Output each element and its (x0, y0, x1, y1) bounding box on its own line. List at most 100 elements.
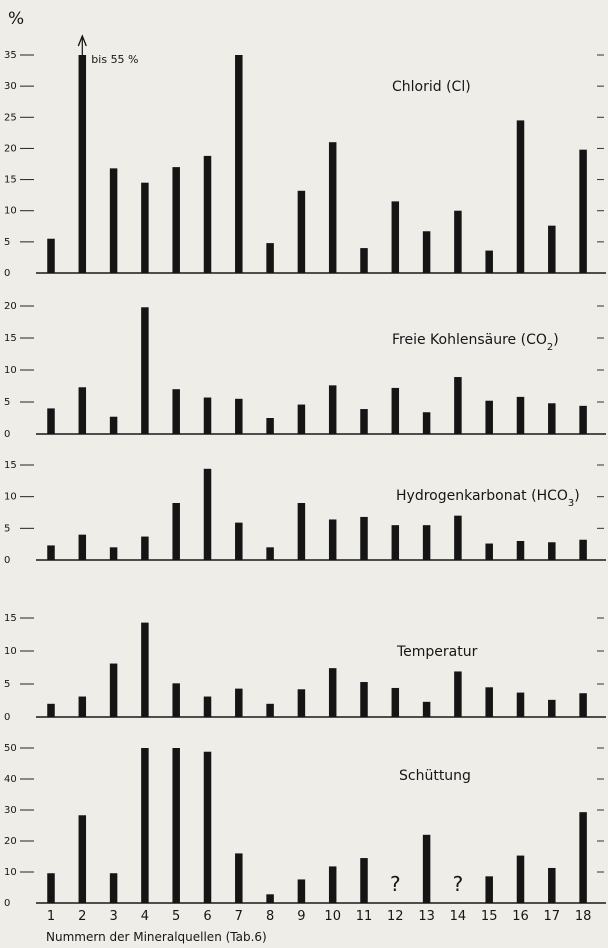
y-tick-label: 0 (4, 712, 10, 723)
bar (579, 539, 587, 560)
bar (422, 701, 431, 717)
x-tick-label: 14 (450, 909, 467, 924)
bar (78, 696, 87, 717)
bar (422, 412, 431, 434)
bar (141, 307, 149, 434)
x-tick-label: 17 (544, 909, 561, 924)
bar (454, 377, 462, 434)
bar (172, 683, 180, 717)
bar (78, 534, 87, 560)
x-tick-label: 2 (78, 909, 86, 924)
bar (203, 155, 212, 273)
bar (485, 687, 493, 717)
panel-title-end: ) (574, 488, 579, 504)
bar (391, 525, 400, 560)
bar (235, 853, 243, 903)
panel-title-subscript: 2 (547, 342, 553, 353)
panel-title: Freie Kohlensäure (CO2) (392, 332, 559, 353)
bar (141, 182, 149, 273)
bar (141, 622, 149, 717)
bar (109, 416, 118, 434)
bar (485, 400, 493, 434)
panel-title-subscript: 3 (568, 498, 574, 509)
x-tick-label: 12 (387, 909, 404, 924)
bar (328, 519, 337, 560)
bar (235, 522, 243, 560)
y-tick-label: 40 (4, 774, 17, 785)
y-tick-label: 35 (4, 50, 17, 61)
bar (516, 396, 525, 434)
bar (579, 812, 587, 903)
bar (47, 873, 55, 903)
bar (78, 815, 87, 903)
x-tick-label: 13 (418, 909, 435, 924)
bar (78, 387, 87, 434)
y-tick-label: 10 (4, 867, 17, 878)
bar (548, 699, 556, 717)
x-tick-label: 4 (141, 909, 149, 924)
x-tick-label: 16 (512, 909, 529, 924)
bar (391, 201, 400, 273)
bar (548, 542, 556, 560)
x-tick-label: 18 (575, 909, 592, 924)
bar (548, 403, 556, 434)
bar (360, 248, 368, 273)
y-tick-label: 50 (4, 743, 17, 754)
bar (47, 703, 55, 717)
bar (203, 397, 212, 434)
y-tick-label: 5 (4, 679, 10, 690)
bar (297, 190, 306, 273)
bar (266, 547, 274, 560)
bar (391, 387, 400, 434)
y-tick-label: 20 (4, 301, 17, 312)
panel-5: 0 10 20 30 40 50? ? Schüttung (4, 743, 606, 909)
unknown-value-mark: ? (390, 872, 401, 896)
bar (172, 167, 180, 273)
bar (579, 405, 587, 434)
bar (516, 120, 525, 274)
bar (579, 149, 587, 273)
bar (266, 703, 274, 717)
y-tick-label: 15 (4, 460, 17, 471)
bar (109, 168, 118, 273)
unknown-value-mark: ? (453, 872, 464, 896)
bar (109, 547, 118, 560)
bar (172, 389, 180, 434)
y-tick-label: 30 (4, 81, 17, 92)
y-tick-label: 0 (4, 268, 10, 279)
bar (203, 751, 212, 903)
bar (266, 418, 274, 434)
x-tick-label: 7 (235, 909, 243, 924)
x-axis-title: Nummern der Mineralquellen (Tab.6) (46, 930, 267, 944)
panel-1: 0 5 10 15 20 25 30 35 Chlorid (Cl) bis 55 % (4, 34, 606, 279)
bar (454, 210, 462, 273)
bar (328, 866, 337, 903)
panel-title: Chlorid (Cl) (392, 79, 471, 95)
y-tick-label: 20 (4, 143, 17, 154)
bar (516, 855, 525, 903)
bar (422, 525, 431, 560)
bar (297, 404, 306, 434)
x-tick-label: 8 (266, 909, 274, 924)
x-tick-label: 11 (356, 909, 373, 924)
bar (548, 867, 556, 903)
panel-2: 0 5 10 15 20 Freie Kohlensäure (CO2) (4, 301, 606, 440)
y-tick-label: 0 (4, 555, 10, 566)
bar (235, 688, 243, 717)
bar (172, 503, 180, 560)
bar (109, 663, 118, 717)
x-tick-label: 6 (203, 909, 211, 924)
annotation-arrow-head (77, 34, 87, 47)
bar (360, 858, 368, 903)
y-tick-label: 10 (4, 492, 17, 503)
bar (266, 243, 274, 273)
bar (328, 385, 337, 434)
x-tick-label: 15 (481, 909, 498, 924)
bar (78, 55, 87, 273)
y-tick-label: 5 (4, 237, 10, 248)
bar (516, 692, 525, 717)
bar (203, 696, 212, 717)
bar (47, 408, 55, 434)
y-tick-label: 10 (4, 646, 17, 657)
bar (235, 55, 243, 273)
